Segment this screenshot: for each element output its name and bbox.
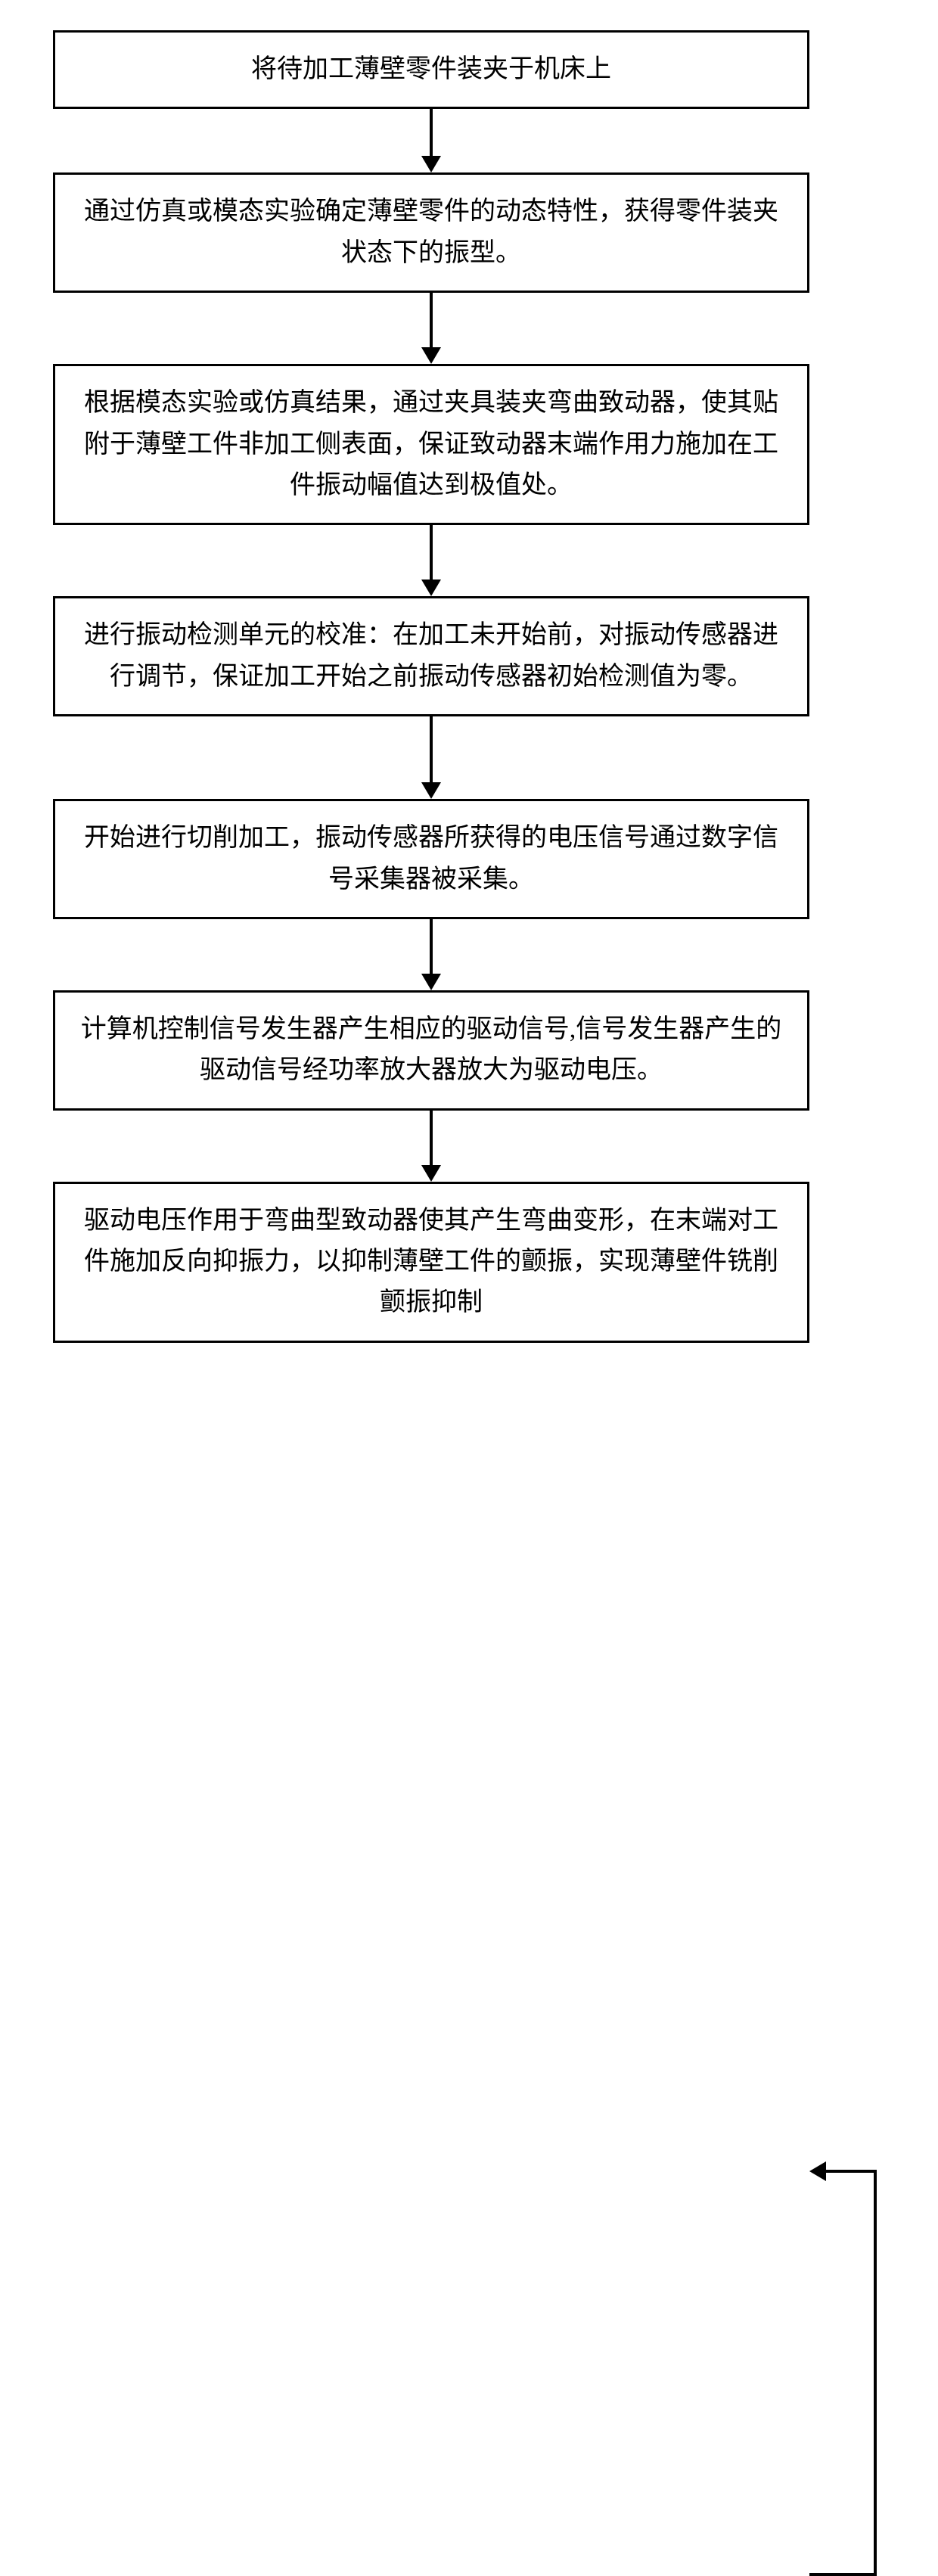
arrow-head-icon	[421, 580, 441, 596]
arrow-5-6	[429, 919, 433, 990]
arrow-line	[430, 109, 433, 157]
arrow-head-left-icon	[809, 2161, 826, 2181]
node-text: 根据模态实验或仿真结果，通过夹具装夹弯曲致动器，使其贴附于薄壁工件非加工侧表面，…	[78, 383, 784, 506]
feedback-line-vertical	[874, 2170, 877, 2576]
arrow-line	[430, 716, 433, 783]
arrow-3-4	[429, 525, 433, 596]
node-text: 驱动电压作用于弯曲型致动器使其产生弯曲变形，在末端对工件施加反向抑振力，以抑制薄…	[78, 1201, 784, 1324]
node-text: 计算机控制信号发生器产生相应的驱动信号,信号发生器产生的驱动信号经功率放大器放大…	[78, 1009, 784, 1092]
arrow-line	[430, 1111, 433, 1166]
arrow-4-5	[429, 716, 433, 799]
arrow-head-icon	[421, 1165, 441, 1182]
flow-node-dynamic: 通过仿真或模态实验确定薄壁零件的动态特性，获得零件装夹状态下的振型。	[53, 172, 809, 293]
flow-node-signal: 计算机控制信号发生器产生相应的驱动信号,信号发生器产生的驱动信号经功率放大器放大…	[53, 990, 809, 1111]
node-text: 进行振动检测单元的校准：在加工未开始前，对振动传感器进行调节，保证加工开始之前振…	[78, 615, 784, 698]
arrow-head-icon	[421, 974, 441, 990]
node-text: 通过仿真或模态实验确定薄壁零件的动态特性，获得零件装夹状态下的振型。	[78, 191, 784, 274]
arrow-line	[430, 293, 433, 348]
arrow-head-icon	[421, 782, 441, 799]
feedback-line-bottom	[809, 2573, 877, 2576]
arrow-line	[430, 525, 433, 580]
flow-node-cutting: 开始进行切削加工，振动传感器所获得的电压信号通过数字信号采集器被采集。	[53, 799, 809, 919]
node-text: 开始进行切削加工，振动传感器所获得的电压信号通过数字信号采集器被采集。	[78, 818, 784, 900]
flowchart-container: 将待加工薄壁零件装夹于机床上 通过仿真或模态实验确定薄壁零件的动态特性，获得零件…	[53, 30, 885, 1343]
flow-node-calibrate: 进行振动检测单元的校准：在加工未开始前，对振动传感器进行调节，保证加工开始之前振…	[53, 596, 809, 716]
arrow-1-2	[429, 109, 433, 172]
arrow-line	[430, 919, 433, 974]
arrow-head-icon	[421, 156, 441, 172]
node-text: 将待加工薄壁零件装夹于机床上	[251, 49, 611, 90]
arrow-6-7	[429, 1111, 433, 1182]
flow-node-suppress: 驱动电压作用于弯曲型致动器使其产生弯曲变形，在末端对工件施加反向抑振力，以抑制薄…	[53, 1182, 809, 1343]
flow-node-clamp: 将待加工薄壁零件装夹于机床上	[53, 30, 809, 109]
flow-node-actuator: 根据模态实验或仿真结果，通过夹具装夹弯曲致动器，使其贴附于薄壁工件非加工侧表面，…	[53, 364, 809, 525]
arrow-head-icon	[421, 347, 441, 364]
feedback-line-top	[826, 2170, 877, 2173]
arrow-2-3	[429, 293, 433, 364]
